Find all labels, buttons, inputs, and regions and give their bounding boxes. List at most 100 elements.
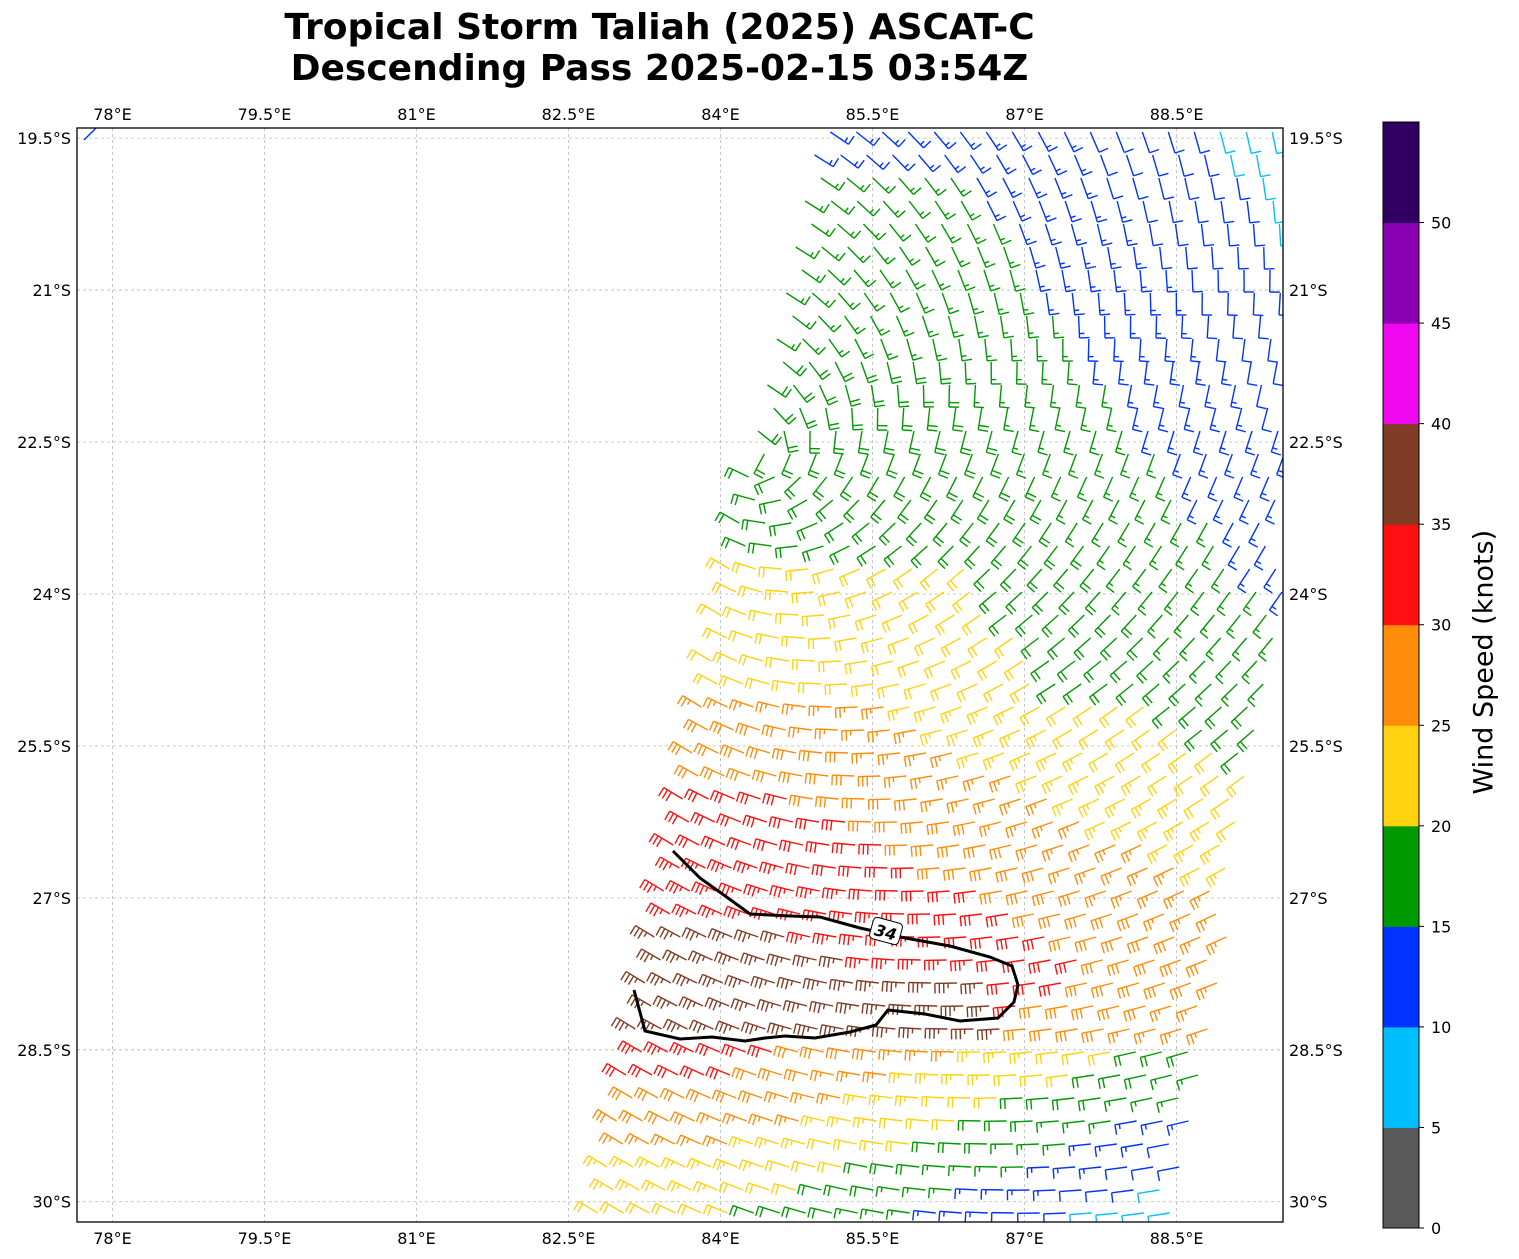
wind-barb — [1089, 430, 1100, 456]
wind-barb — [1158, 568, 1173, 594]
wind-barb — [1248, 522, 1260, 548]
wind-barb — [1063, 430, 1074, 456]
wind-barb — [1219, 131, 1236, 155]
wind-barb — [940, 1005, 964, 1017]
wind-barb — [1047, 637, 1066, 661]
wind-barb — [1195, 361, 1206, 386]
wind-barb — [959, 913, 983, 927]
wind-barb — [789, 1091, 815, 1104]
wind-barb — [876, 683, 900, 699]
wind-barb — [1210, 177, 1225, 201]
wind-barb — [731, 1066, 757, 1081]
wind-barb — [724, 974, 750, 989]
wind-barb — [988, 775, 1011, 793]
wind-barb — [838, 933, 863, 946]
wind-barb — [1058, 591, 1075, 616]
wind-barb — [1253, 545, 1267, 571]
wind-barb — [898, 591, 919, 613]
lat-left-label: 22.5°S — [17, 433, 71, 452]
wind-barb — [1272, 361, 1283, 387]
wind-barb — [937, 545, 954, 570]
colorbar-tick-label: 50 — [1431, 214, 1451, 233]
wind-barb — [895, 1163, 920, 1175]
wind-barb — [1003, 246, 1021, 269]
wind-barb — [781, 1206, 806, 1218]
wind-barb — [853, 269, 877, 288]
wind-barb — [995, 936, 1019, 951]
wind-barb — [811, 864, 836, 877]
wind-barb — [1136, 890, 1158, 910]
wind-barb — [1037, 131, 1058, 153]
wind-barb — [1151, 706, 1170, 729]
wind-barb — [881, 131, 906, 148]
wind-barb — [983, 269, 1001, 292]
wind-barb — [1064, 522, 1078, 548]
wind-barb — [957, 1119, 981, 1131]
wind-barb — [919, 568, 939, 591]
wind-barb — [946, 729, 968, 747]
wind-barb — [1100, 867, 1122, 886]
wind-barb — [758, 566, 782, 578]
wind-barb — [676, 1203, 702, 1216]
wind-barb — [1029, 246, 1046, 269]
wind-barb — [1168, 200, 1184, 224]
wind-barb — [1157, 729, 1177, 752]
wind-barb — [1179, 867, 1200, 888]
wind-barb — [1183, 407, 1195, 433]
wind-barb — [818, 660, 841, 673]
wind-barb — [1215, 338, 1227, 363]
wind-barb — [662, 1018, 688, 1033]
wind-barb — [1123, 1074, 1147, 1090]
wind-barb — [1132, 568, 1147, 594]
wind-barb — [1062, 338, 1073, 362]
wind-barb — [1028, 177, 1048, 199]
wind-barb — [1152, 867, 1174, 887]
wind-barb — [1099, 637, 1118, 661]
lon-tick-bottom-label: 84°E — [701, 1229, 739, 1248]
wind-barb — [797, 682, 822, 694]
wind-barb — [1175, 292, 1187, 316]
wind-barb — [1041, 775, 1063, 795]
wind-barb — [949, 959, 973, 972]
wind-barb — [758, 861, 784, 875]
wind-barb — [1226, 614, 1241, 639]
wind-barb — [693, 742, 719, 757]
wind-barb — [1087, 338, 1099, 362]
wind-barb — [976, 1028, 1000, 1041]
wind-barb — [617, 1109, 643, 1124]
wind-barb — [1115, 131, 1134, 154]
wind-barb — [1205, 936, 1227, 956]
wind-barb — [1129, 315, 1141, 339]
wind-barb — [782, 999, 808, 1013]
wind-barb — [952, 821, 975, 837]
wind-barb — [880, 338, 899, 361]
wind-barb — [1015, 361, 1027, 385]
colorbar-bin — [1383, 524, 1419, 626]
wind-barb — [835, 1070, 861, 1082]
wind-barb — [742, 814, 768, 828]
wind-barb — [1210, 729, 1229, 753]
wind-barb — [1163, 890, 1185, 910]
wind-barb — [1088, 683, 1108, 706]
wind-barb — [1070, 1005, 1094, 1021]
wind-barb — [642, 1041, 669, 1055]
wind-barb — [874, 889, 898, 901]
wind-barb — [831, 774, 855, 786]
wind-barb — [901, 890, 924, 902]
wind-barb — [674, 834, 700, 849]
wind-barb — [1203, 154, 1220, 178]
lon-tick-top-label: 82.5°E — [542, 105, 596, 124]
wind-barb — [1103, 1097, 1127, 1112]
wind-barb — [1250, 453, 1261, 479]
wind-barb — [1017, 545, 1032, 570]
wind-barb — [1165, 269, 1178, 293]
wind-barb — [747, 609, 773, 622]
wind-barb — [947, 1096, 971, 1108]
wind-barb — [982, 683, 1004, 704]
wind-barb — [1237, 568, 1251, 594]
wind-barb — [1114, 1120, 1137, 1135]
wind-barb — [1211, 246, 1224, 270]
wind-barb — [743, 883, 768, 897]
wind-barb — [834, 361, 855, 383]
wind-barb — [781, 703, 806, 715]
